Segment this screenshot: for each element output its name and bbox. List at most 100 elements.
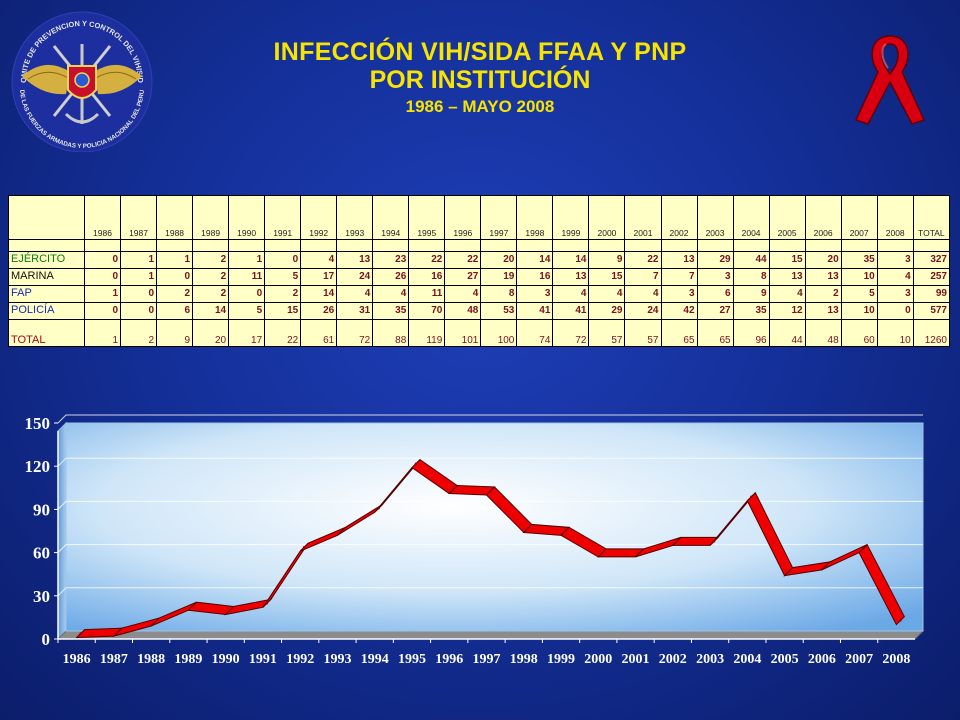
table-cell: 13	[552, 267, 590, 286]
cases-by-institution-table: 1986 1987 1988 1989 1990 1991 1992 1993 1994 1995…	[8, 194, 951, 348]
table-cell: 24	[336, 267, 374, 286]
data-point	[750, 495, 753, 498]
table-cell: 27	[444, 267, 482, 286]
table-cell: 35	[372, 301, 410, 320]
table-cell: 14	[552, 250, 590, 269]
total-header: TOTAL	[912, 194, 951, 241]
table-cell: 60	[840, 318, 878, 348]
data-point	[489, 489, 492, 493]
page-title: INFECCIÓN VIH/SIDA FFAA Y PNP	[273, 38, 687, 66]
table-cell: 15	[588, 267, 626, 286]
table-cell: 2	[120, 318, 158, 348]
x-tick-label: 1998	[510, 652, 538, 667]
row-label: TOTAL	[8, 318, 85, 348]
table-cell: 9	[588, 250, 626, 269]
year-header: 1993	[336, 194, 374, 241]
x-tick-label: 1988	[137, 652, 165, 667]
table-cell: 1	[83, 284, 122, 303]
table-cell: 3	[660, 284, 698, 303]
table-cell: 26	[300, 301, 338, 320]
data-point	[265, 602, 269, 605]
red-ribbon-icon	[854, 35, 926, 125]
table-cell: 57	[624, 318, 662, 348]
data-point	[340, 530, 343, 533]
table-cell: 14	[192, 301, 230, 320]
table-cell: 4	[768, 284, 806, 303]
table-cell: 4	[372, 284, 410, 303]
table-cell: 72	[336, 318, 374, 348]
x-tick-label: 1986	[63, 652, 91, 667]
x-tick-label: 1997	[473, 652, 501, 667]
date-range: 1986 – MAYO 2008	[405, 97, 555, 116]
table-cell: 27	[696, 301, 734, 320]
y-tick-label: 60	[33, 544, 50, 563]
table-cell: 1	[156, 250, 194, 269]
table-cell: 22	[444, 250, 482, 269]
y-tick-label: 0	[42, 630, 51, 649]
year-header: 2004	[732, 194, 770, 241]
x-tick-label: 1999	[547, 652, 575, 667]
committee-emblem-logo: COMITE DE PREVENCION Y CONTROL DEL VIH/S…	[6, 6, 153, 152]
table-cell: 9	[732, 284, 770, 303]
table-cell: 6	[696, 284, 734, 303]
table-cell: 1	[120, 267, 158, 286]
x-tick-label: 1996	[435, 652, 463, 667]
table-cell: 96	[732, 318, 770, 348]
table-cell: 2	[264, 284, 302, 303]
table-cell: 24	[624, 301, 662, 320]
year-header: 1986	[83, 194, 122, 241]
cases-line-chart: 0 30 60 90 120 150 1986 1987 1988 1989 1990 1991 199…	[25, 414, 925, 667]
data-point	[638, 551, 641, 555]
data-point	[191, 605, 194, 608]
gridline	[57, 414, 923, 424]
year-header: 1987	[120, 194, 158, 241]
table-cell: 3	[696, 267, 734, 286]
table-cell: 61	[300, 318, 338, 348]
table-cell: 13	[660, 250, 698, 269]
x-tick-label: 1993	[323, 652, 351, 667]
table-cell: 0	[876, 301, 914, 320]
chart-floor	[56, 630, 925, 640]
year-header: 2007	[840, 194, 878, 241]
table-cell: 0	[120, 284, 158, 303]
table-cell: 1	[228, 250, 266, 269]
year-header: 1999	[552, 194, 590, 241]
chart-side-wall	[57, 421, 67, 641]
year-header: 1995	[408, 194, 446, 241]
year-header: 2001	[624, 194, 662, 241]
table-cell: 29	[696, 250, 734, 269]
data-point	[824, 564, 828, 568]
table-cell: 0	[83, 301, 122, 320]
table-cell: 11	[408, 284, 446, 303]
table-cell: 20	[480, 250, 518, 269]
x-tick-label: 2003	[696, 652, 724, 667]
table-cell: 6	[156, 301, 194, 320]
table-cell: 13	[804, 267, 842, 286]
table-cell: 72	[552, 318, 590, 348]
data-point	[228, 609, 231, 612]
x-tick-label: 1987	[100, 652, 128, 667]
x-tick-label: 2008	[882, 652, 910, 667]
data-point	[675, 540, 679, 543]
table-cell: 41	[552, 301, 590, 320]
table-cell: 101	[444, 318, 482, 348]
table-cell: 13	[768, 267, 806, 286]
table-corner-cell	[8, 194, 85, 241]
table-cell: 0	[83, 250, 122, 269]
table-cell: 4	[300, 250, 338, 269]
table-cell: 4	[588, 284, 626, 303]
page-subtitle: POR INSTITUCIÓN	[369, 66, 591, 94]
table-cell: 35	[840, 250, 878, 269]
row-total-cell: 577	[912, 301, 951, 320]
table-cell: 0	[156, 267, 194, 286]
data-point	[861, 547, 865, 550]
table-cell: 16	[408, 267, 446, 286]
y-tick-label: 120	[25, 457, 51, 476]
emblem-wings-icon	[22, 64, 142, 95]
table-cell: 4	[876, 267, 914, 286]
x-tick-label: 1994	[361, 652, 389, 667]
table-cell: 53	[480, 301, 518, 320]
x-tick-label: 2001	[622, 652, 650, 667]
table-cell: 48	[444, 301, 482, 320]
table-cell: 23	[372, 250, 410, 269]
